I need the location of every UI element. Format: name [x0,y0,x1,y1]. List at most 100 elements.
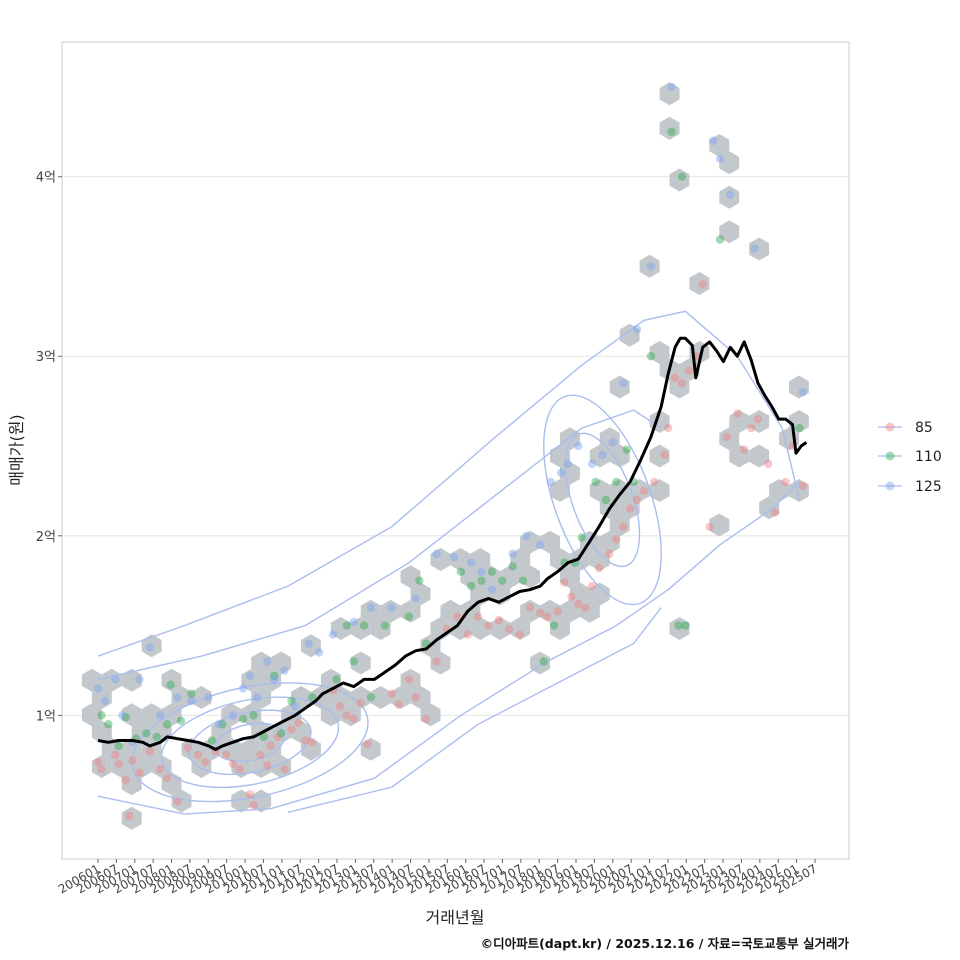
hexbin-cell [609,444,630,468]
hexbin-cell [121,703,142,727]
legend-label-110: 110 [915,449,942,465]
hexbin-cell [609,513,630,537]
hexbin-cell [470,617,491,640]
scatter-point-110 [276,729,286,738]
contour-line [97,409,662,681]
scatter-point-110 [498,576,507,585]
scatter-point-85 [280,765,289,774]
hexbin-cell [131,755,152,778]
hexbin-cell [370,617,391,640]
hexbin-cell [470,548,491,571]
scatter-point-125 [270,675,279,684]
scatter-point-125 [263,657,272,666]
scatter-point-85 [404,675,414,684]
scatter-point-85 [722,432,732,442]
scatter-point-85 [612,535,621,544]
scatter-point-110 [366,693,376,702]
panel-background [61,41,850,860]
scatter-point-85 [145,747,155,756]
hexbin-cell [569,582,590,606]
scatter-point-110 [249,711,258,720]
scatter-point-110 [176,716,186,725]
scatter-point-85 [625,504,635,514]
scatter-point-85 [536,608,545,618]
hexbin-cell [589,444,610,468]
scatter-point-110 [646,352,656,361]
scatter-point-85 [301,736,310,745]
scatter-point-85 [349,714,358,724]
scatter-point-85 [705,522,714,532]
scatter-point-110 [549,621,559,630]
scatter-point-85 [273,732,282,742]
scatter-point-85 [335,702,345,711]
scatter-point-85 [781,477,790,487]
hexbin-cell [749,410,770,433]
hexbin-cell [261,737,282,761]
hexbin-cell [360,599,381,623]
scatter-point-85 [235,765,244,774]
scatter-point-110 [415,576,424,585]
hexbin-cell [301,634,321,658]
scatter-point-85 [574,599,583,609]
hexbin-cell [360,737,381,761]
hexbin-cell [749,444,770,468]
hexbin-cell [560,599,580,623]
contour-line [97,481,800,815]
scatter-point-110 [166,680,175,690]
hexbin-cell [749,237,770,261]
scatter-point-85 [594,563,604,573]
scatter-point-110 [287,696,296,706]
hexbin-cell [111,755,132,778]
hexbin-cell [81,703,102,727]
hexbin-cell [81,668,102,692]
scatter-point-85 [632,495,642,505]
scatter-point-85 [194,750,203,760]
contour-line [188,709,312,776]
scatter-point-110 [681,621,690,630]
scatter-point-85 [394,700,403,709]
hexbin-cell [639,254,660,278]
scatter-point-110 [359,621,369,630]
hexbin-cell [659,82,680,106]
hexbin-cell [301,737,321,761]
hexbin-cell [649,444,670,468]
hexbin-cell [410,582,431,606]
hexbin-cell [440,599,461,623]
scatter-point-85 [422,714,431,724]
hexbin-cell [171,789,192,813]
scatter-point-110 [539,657,548,666]
scatter-point-85 [363,739,372,749]
scatter-point-85 [356,698,365,707]
scatter-point-85 [114,759,123,769]
scatter-point-125 [556,468,566,478]
hexbin-cell [450,617,471,640]
scatter-point-110 [577,533,586,542]
y-axis-title: 매매가(원) [7,414,26,485]
scatter-point-125 [173,693,182,702]
hexbin-cell [410,686,431,709]
scatter-point-110 [152,732,161,742]
scatter-point-110 [487,567,497,576]
scatter-point-125 [646,262,656,271]
scatter-point-85 [605,549,614,558]
hexbin-cell [101,737,122,761]
scatter-point-110 [308,693,317,702]
hexbin-cell [291,686,311,709]
scatter-point-125 [508,549,517,558]
scatter-point-85 [249,800,258,810]
scatter-point-85 [660,450,669,460]
scatter-point-125 [228,711,237,720]
scatter-point-85 [798,481,808,490]
y-tick-label: 4억 [36,171,56,186]
contour-line [160,696,340,789]
scatter-point-125 [387,603,396,612]
scatter-point-110 [667,127,676,136]
scatter-point-110 [677,172,687,181]
hexbin-cell [430,651,451,675]
scatter-point-110 [518,576,528,585]
scatter-point-110 [270,671,279,681]
scatter-point-125 [349,617,358,627]
hexbin-cell [669,617,690,640]
hexbin-cell [430,548,451,571]
